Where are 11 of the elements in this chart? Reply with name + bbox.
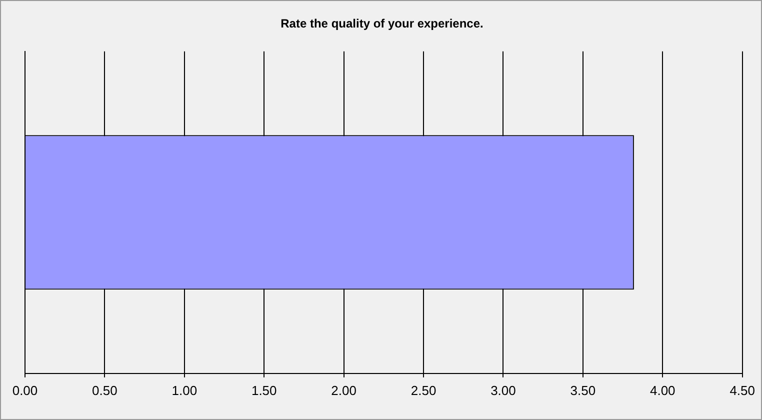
x-tick-label: 4.00 [650, 382, 676, 398]
x-tick-label: 0.50 [92, 382, 118, 398]
x-tick-label: 1.00 [172, 382, 198, 398]
x-tick-label: 3.00 [490, 382, 516, 398]
x-tick-label: 4.50 [730, 382, 756, 398]
x-tick-label: 3.50 [570, 382, 596, 398]
chart-title: Rate the quality of your experience. [280, 16, 484, 31]
x-tick-label: 2.50 [410, 382, 436, 398]
x-tick-label: 1.50 [251, 382, 277, 398]
x-tick-label: 0.00 [12, 382, 38, 398]
x-tick-label: 2.00 [331, 382, 356, 398]
